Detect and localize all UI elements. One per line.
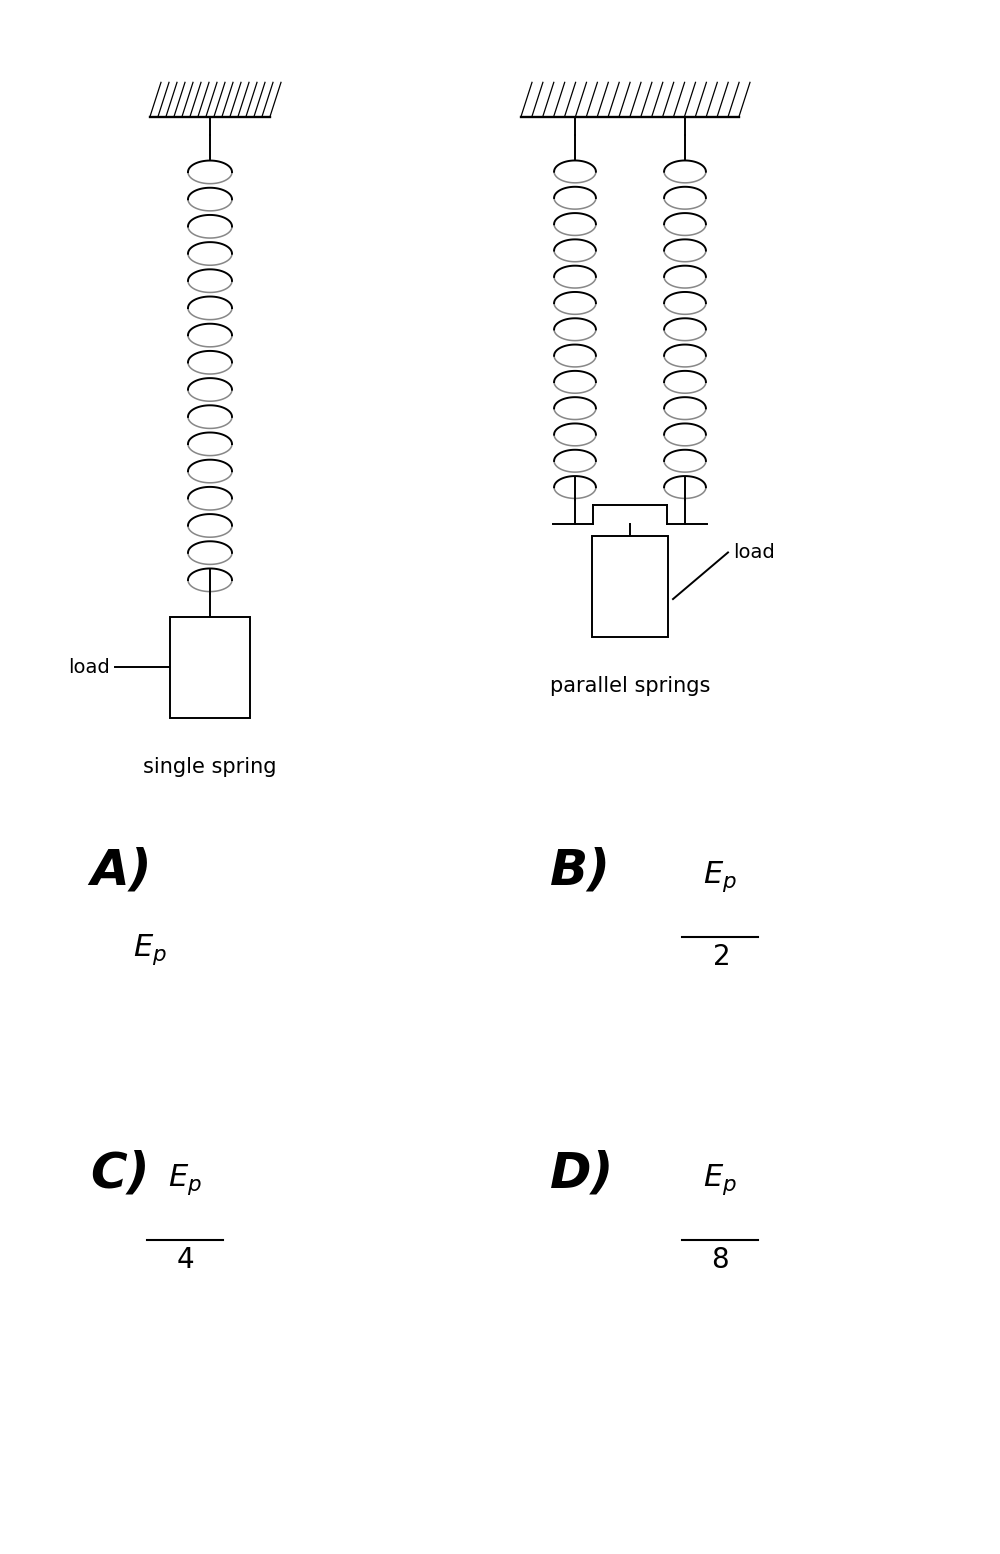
Text: A): A) [90,847,152,895]
Bar [170,617,250,718]
Text: single spring: single spring [143,757,277,777]
Text: $4$: $4$ [176,1246,194,1274]
Text: $2$: $2$ [712,943,728,971]
Text: load: load [68,657,110,678]
Text: $E_p$: $E_p$ [703,1162,737,1197]
Text: D): D) [550,1150,614,1198]
Text: B): B) [550,847,611,895]
Text: C): C) [90,1150,150,1198]
Text: parallel springs: parallel springs [550,676,710,696]
Text: $E_p$: $E_p$ [168,1162,202,1197]
Text: $8$: $8$ [711,1246,729,1274]
Text: load: load [733,542,775,563]
Bar [592,536,668,637]
Text: $E_p$: $E_p$ [703,859,737,894]
Text: $E_p$: $E_p$ [133,932,167,967]
